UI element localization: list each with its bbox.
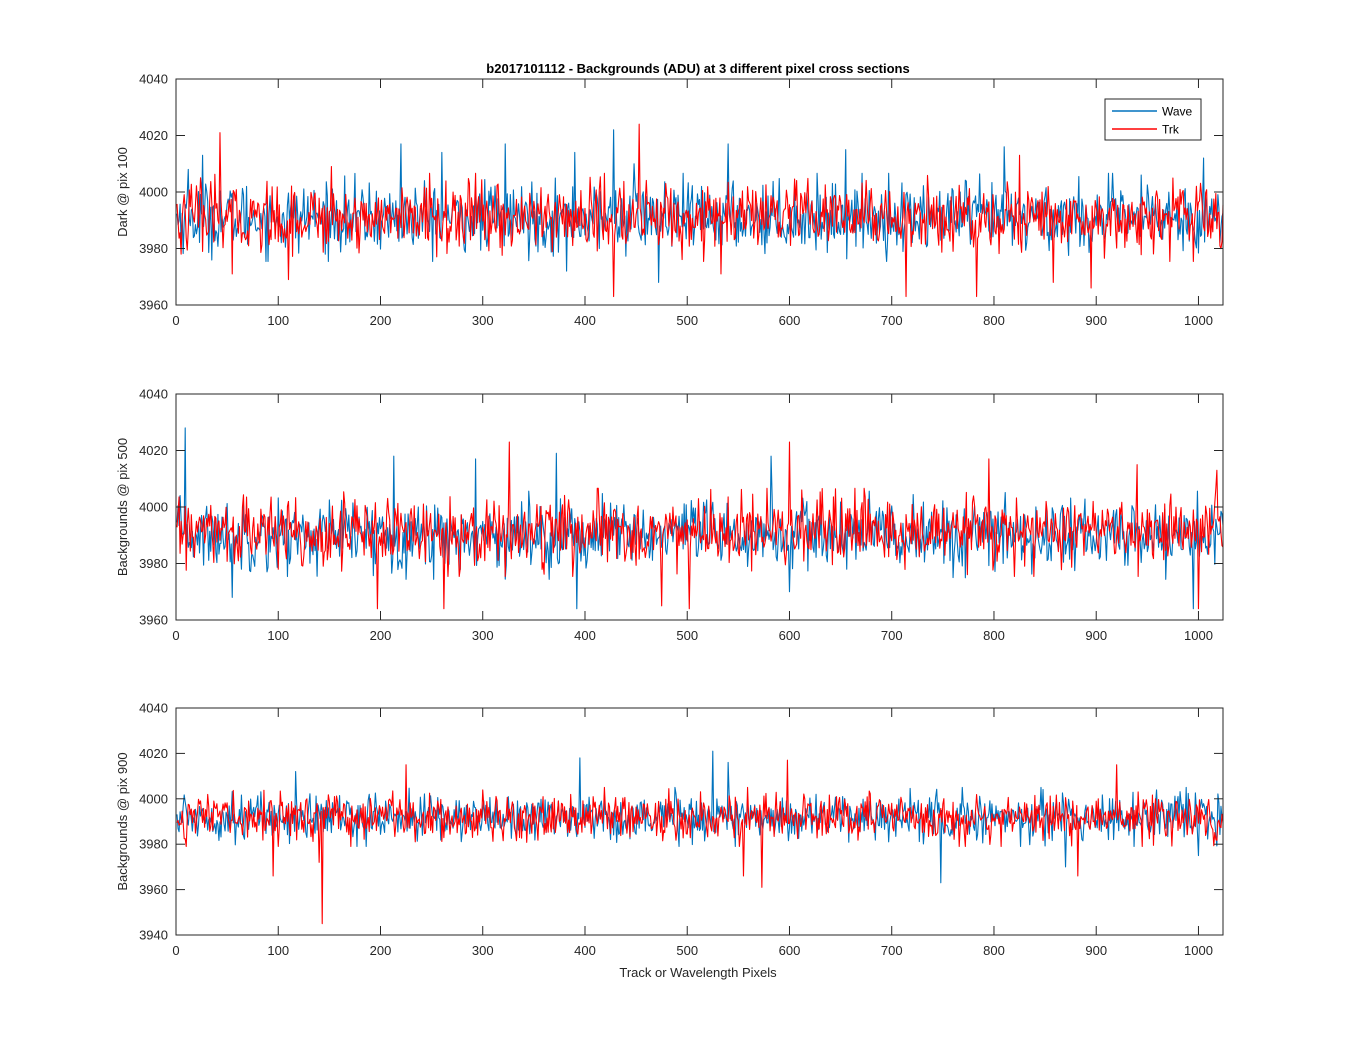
series-line-trk bbox=[176, 441, 1224, 610]
series-group bbox=[176, 427, 1224, 610]
x-tick-label: 500 bbox=[676, 943, 698, 958]
x-tick-label: 0 bbox=[172, 628, 179, 643]
legend-box bbox=[1104, 98, 1202, 141]
x-tick-label: 100 bbox=[267, 628, 289, 643]
x-tick-label: 900 bbox=[1085, 628, 1107, 643]
y-tick-label: 3980 bbox=[139, 241, 168, 256]
y-tick-label: 3980 bbox=[139, 556, 168, 571]
x-tick-label: 200 bbox=[370, 628, 392, 643]
y-tick-label: 4000 bbox=[139, 500, 168, 515]
x-tick-label: 200 bbox=[370, 313, 392, 328]
x-tick-label: 400 bbox=[574, 943, 596, 958]
x-tick-label: 400 bbox=[574, 628, 596, 643]
x-tick-label: 900 bbox=[1085, 313, 1107, 328]
panel-2: 0 100 200 300 400 500 600 700 800 900 1000 3960 3980… bbox=[115, 387, 1224, 643]
y-tick-label: 4020 bbox=[139, 443, 168, 458]
x-tick-label: 400 bbox=[574, 313, 596, 328]
x-tick-label: 800 bbox=[983, 628, 1005, 643]
y-tick-label: 4040 bbox=[139, 701, 168, 716]
y-tick-label: 4040 bbox=[139, 72, 168, 87]
y-tick-label: 3960 bbox=[139, 613, 168, 628]
panel-3: 0 100 200 300 400 500 600 700 800 900 1000 3940 3960… bbox=[115, 701, 1224, 958]
legend-label-trk: Trk bbox=[1162, 123, 1180, 137]
y-axis-label: Dark @ pix 100 bbox=[115, 147, 130, 237]
y-tick-label: 4040 bbox=[139, 387, 168, 402]
x-tick-label: 700 bbox=[881, 313, 903, 328]
series-line-trk bbox=[176, 123, 1224, 298]
x-tick-label: 300 bbox=[472, 313, 494, 328]
panel-1: 0 100 200 300 400 500 600 700 800 900 1000 3960 3980… bbox=[115, 72, 1224, 328]
x-tick-label: 1000 bbox=[1184, 313, 1213, 328]
x-tick-label: 1000 bbox=[1184, 628, 1213, 643]
x-tick-label: 0 bbox=[172, 943, 179, 958]
x-tick-label: 200 bbox=[370, 943, 392, 958]
x-tick-label: 100 bbox=[267, 943, 289, 958]
legend-label-wave: Wave bbox=[1162, 105, 1193, 119]
x-tick-label: 300 bbox=[472, 628, 494, 643]
x-tick-label: 700 bbox=[881, 628, 903, 643]
y-axis-label: Backgrounds @ pix 500 bbox=[115, 438, 130, 576]
x-axis-label: Track or Wavelength Pixels bbox=[619, 965, 777, 980]
y-axis-label: Backgrounds @ pix 900 bbox=[115, 752, 130, 890]
x-tick-label: 800 bbox=[983, 943, 1005, 958]
series-line-wave bbox=[176, 427, 1224, 610]
y-tick-label: 4000 bbox=[139, 185, 168, 200]
axes-frame bbox=[175, 707, 1224, 936]
y-tick-label: 4000 bbox=[139, 791, 168, 806]
x-tick-label: 300 bbox=[472, 943, 494, 958]
x-tick-label: 100 bbox=[267, 313, 289, 328]
x-tick-label: 900 bbox=[1085, 943, 1107, 958]
y-tick-label: 3980 bbox=[139, 837, 168, 852]
y-tick-label: 4020 bbox=[139, 128, 168, 143]
chart-title: b2017101112 - Backgrounds (ADU) at 3 dif… bbox=[486, 61, 909, 76]
x-tick-label: 700 bbox=[881, 943, 903, 958]
x-tick-label: 0 bbox=[172, 313, 179, 328]
series-group bbox=[176, 750, 1224, 925]
y-tick-label: 4020 bbox=[139, 746, 168, 761]
x-tick-label: 600 bbox=[779, 943, 801, 958]
series-line-trk bbox=[176, 759, 1224, 925]
y-tick-label: 3960 bbox=[139, 298, 168, 313]
x-tick-label: 500 bbox=[676, 628, 698, 643]
x-tick-label: 600 bbox=[779, 313, 801, 328]
legend: Wave Trk bbox=[1104, 98, 1202, 141]
series-group bbox=[176, 123, 1224, 298]
x-tick-label: 600 bbox=[779, 628, 801, 643]
x-tick-label: 500 bbox=[676, 313, 698, 328]
y-tick-label: 3940 bbox=[139, 928, 168, 943]
y-tick-label: 3960 bbox=[139, 882, 168, 897]
x-tick-label: 1000 bbox=[1184, 943, 1213, 958]
x-tick-label: 800 bbox=[983, 313, 1005, 328]
plot-area bbox=[176, 394, 1223, 620]
